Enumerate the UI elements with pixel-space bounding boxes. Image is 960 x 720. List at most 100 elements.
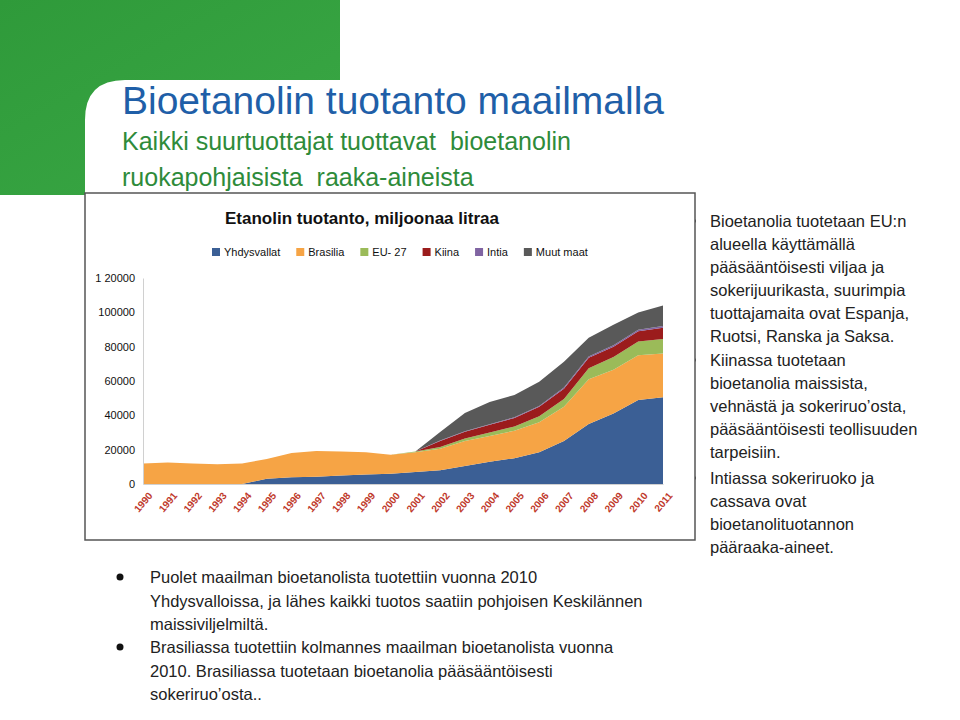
bullet-text: tarpeisiin. [710, 443, 781, 461]
bullet-text: Puolet maailman bioetanolista tuotettiin… [150, 568, 537, 586]
tick-label: 2000 [379, 490, 402, 514]
tick: 2006 [528, 484, 551, 514]
tick: 1994 [231, 484, 254, 514]
tick: 1998 [330, 484, 353, 514]
legend-label: Muut maat [536, 246, 588, 258]
tick: 2004 [479, 484, 502, 514]
legend-label: EU- 27 [372, 246, 406, 258]
axis-line [143, 279, 144, 485]
legend-swatch [475, 248, 483, 256]
slide: Bioetanolin tuotanto maailmalla Kaikki su… [0, 0, 960, 720]
tick-label: 2005 [503, 490, 526, 514]
tick-label: 2011 [652, 490, 675, 514]
tick-label: 1998 [330, 490, 353, 514]
bullet-text: tuottajamaita ovat Espanja, [710, 304, 909, 322]
tick-label: 0 [129, 478, 135, 490]
bullet-text: Ruotsi, Ranska ja Saksa. [710, 327, 894, 345]
tick-label: 2004 [479, 490, 502, 514]
axis-line [144, 484, 664, 485]
bullet-text: pääraaka-aineet. [710, 538, 834, 556]
bullet-text: cassava ovat [710, 492, 807, 510]
bullet-text: sokeriruo’osta.. [150, 685, 262, 703]
legend-label: Kiina [435, 246, 460, 258]
tick: 2003 [454, 484, 477, 514]
tick-label: 1999 [355, 490, 378, 514]
tick-label: 2010 [627, 490, 650, 514]
tick-label: 2001 [404, 490, 427, 514]
bullet-text: Brasiliassa tuotettiin kolmannes maailma… [150, 638, 614, 656]
tick-label: 1993 [206, 490, 229, 514]
x-axis: 1990199119921993199419951996199719981999… [132, 484, 675, 514]
tick: 1999 [355, 484, 378, 514]
tick: 1996 [280, 484, 303, 514]
tick-label: 100000 [98, 306, 135, 318]
bullet-text: Intiassa sokeriruoko ja [710, 469, 875, 487]
tick-label: 2006 [528, 490, 551, 514]
legend-label: Intia [487, 246, 509, 258]
chart: Etanolin tuotanto, miljoonaa litraa Yhdys… [85, 193, 695, 540]
tick: 100000 [98, 306, 143, 318]
tick: 2005 [503, 484, 526, 514]
tick-label: 1992 [181, 490, 204, 514]
slide-title: Bioetanolin tuotanto maailmalla [122, 79, 664, 122]
bullet-text: vehnästä ja sokeriruo’osta, [710, 397, 906, 415]
tick: 2011 [652, 484, 675, 514]
tick-label: 20000 [104, 444, 135, 456]
legend-swatch [296, 248, 304, 256]
legend-swatch [524, 248, 532, 256]
tick-label: 1995 [256, 490, 279, 514]
tick: 0 [129, 478, 143, 490]
tick: 1 20000 [95, 272, 143, 284]
bullet-text: 2010. Brasiliassa tuotetaan bioetanolia … [150, 662, 553, 680]
tick-label: 2009 [602, 490, 625, 514]
legend-label: Brasilia [308, 246, 345, 258]
tick: 2009 [602, 484, 625, 514]
bullet-text: bioetanolituotannon [710, 515, 854, 533]
tick-label: 2002 [429, 490, 452, 514]
bullet-text: Yhdysvalloissa, ja lähes kaikki tuotos s… [150, 592, 643, 610]
tick: 2000 [379, 484, 402, 514]
tick-label: 2003 [454, 490, 477, 514]
bullet-text: Bioetanolia tuotetaan EU:n [710, 212, 906, 230]
tick-label: 1 20000 [95, 272, 135, 284]
legend-swatch [423, 248, 431, 256]
bullet-text: Kiinassa tuotetaan [710, 351, 846, 369]
tick-label: 1990 [132, 490, 155, 514]
slide-subtitle: ruokapohjaisista raaka-aineista [122, 163, 474, 191]
bullet-marker [117, 644, 124, 651]
tick: 1990 [132, 484, 155, 514]
tick-label: 1994 [231, 490, 254, 514]
tick: 2007 [553, 484, 576, 514]
bullet-text: pääsääntöisesti viljaa ja [710, 258, 885, 276]
chart-title: Etanolin tuotanto, miljoonaa litraa [225, 209, 499, 228]
legend-swatch [212, 248, 220, 256]
tick: 2001 [404, 484, 427, 514]
legend-swatch [360, 248, 368, 256]
tick: 2002 [429, 484, 452, 514]
tick: 1991 [157, 484, 180, 514]
background [0, 0, 960, 720]
plot-area [143, 305, 663, 484]
tick: 1997 [305, 484, 328, 514]
legend-label: Yhdysvallat [224, 246, 280, 258]
tick-label: 2008 [578, 490, 601, 514]
area [143, 305, 663, 464]
tick-label: 1991 [157, 490, 180, 514]
slide-subtitle: Kaikki suurtuottajat tuottavat bioetanol… [122, 127, 571, 155]
bullet-text: sokerijuurikasta, suurimpia [710, 281, 906, 299]
bullet-text: maissiviljelmiltä. [150, 615, 268, 633]
tick: 1992 [181, 484, 204, 514]
tick-label: 80000 [104, 341, 135, 353]
tick: 60000 [104, 375, 143, 387]
tick-label: 40000 [104, 409, 135, 421]
bullet-text: bioetanolia maissista, [710, 374, 868, 392]
bullet-text: alueella käyttämällä [710, 235, 856, 253]
tick: 20000 [104, 444, 143, 456]
legend: Yhdysvallat Brasilia EU- 27 Kiina Intia Muut … [212, 246, 588, 258]
tick-label: 60000 [104, 375, 135, 387]
tick-label: 1997 [305, 490, 328, 514]
tick: 2010 [627, 484, 650, 514]
chart-frame [85, 193, 695, 540]
tick: 2008 [578, 484, 601, 514]
tick-label: 1996 [280, 490, 303, 514]
